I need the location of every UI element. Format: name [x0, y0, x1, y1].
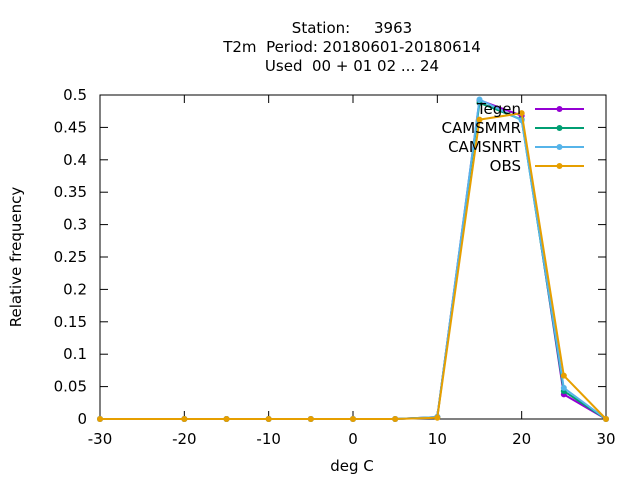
data-point	[223, 416, 230, 422]
chart-title: Station: 3963 T2m Period: 20180601-20180…	[222, 19, 481, 75]
series-tegen	[97, 97, 609, 422]
data-point	[434, 414, 441, 421]
y-tick-label: 0.2	[63, 280, 87, 298]
title-line-1: Station: 3963	[292, 19, 412, 37]
legend-marker	[556, 125, 563, 131]
y-tick-label: 0.15	[54, 313, 87, 331]
x-tick-label: 10	[428, 430, 447, 448]
y-tick-label: 0.4	[63, 151, 87, 169]
y-tick-label: 0.1	[63, 345, 87, 363]
data-point	[265, 416, 272, 422]
data-point	[181, 416, 188, 422]
data-point	[307, 416, 314, 422]
data-point	[560, 372, 567, 379]
y-axis-label: Relative frequency	[7, 187, 25, 328]
series-camsnrt	[97, 96, 609, 422]
title-line-2: T2m Period: 20180601-20180614	[222, 38, 481, 56]
x-tick-label: 30	[596, 430, 615, 448]
y-tick-label: 0.25	[54, 248, 87, 266]
series-line	[100, 99, 607, 420]
plot-frame	[99, 94, 607, 420]
series-obs	[97, 110, 609, 422]
legend-label: Tegen	[476, 100, 521, 118]
y-tick-label: 0.05	[54, 378, 87, 396]
series-camsmmr	[97, 99, 609, 422]
series-line	[100, 112, 607, 420]
x-axis-label: deg C	[330, 457, 374, 475]
legend-marker	[556, 144, 563, 150]
legend-label: CAMSMMR	[441, 119, 521, 137]
title-line-3: Used 00 + 01 02 ... 24	[265, 57, 439, 75]
y-tick-label: 0.45	[54, 118, 87, 136]
x-tick-label: -30	[88, 430, 113, 448]
legend-label: CAMSNRT	[448, 138, 522, 156]
legend-label: OBS	[490, 157, 521, 175]
legend-marker	[556, 163, 563, 169]
series-line	[100, 101, 607, 420]
data-point	[392, 416, 399, 422]
x-tick-label: 20	[512, 430, 531, 448]
y-tick-label: 0.3	[63, 216, 87, 234]
data-point	[476, 116, 483, 123]
y-tick-label: 0	[77, 410, 87, 428]
series-line	[100, 98, 607, 420]
data-point	[560, 384, 567, 391]
y-tick-label: 0.5	[63, 86, 87, 104]
y-axis: 0 0.05 0.1 0.15 0.2 0.25 0.3 0.35 0.4 0.45 0.5	[54, 86, 606, 428]
data-point	[97, 416, 103, 422]
x-tick-label: -10	[256, 430, 281, 448]
data-point	[518, 110, 525, 117]
data-point	[603, 416, 609, 422]
x-tick-label: -20	[172, 430, 197, 448]
legend-marker	[556, 106, 563, 112]
x-tick-label: 0	[348, 430, 358, 448]
data-point	[350, 416, 356, 422]
x-axis: -30 -20 -10 0 10 20 30	[88, 95, 616, 448]
series-layer	[97, 96, 609, 422]
y-tick-label: 0.35	[54, 183, 87, 201]
data-point	[476, 96, 483, 103]
